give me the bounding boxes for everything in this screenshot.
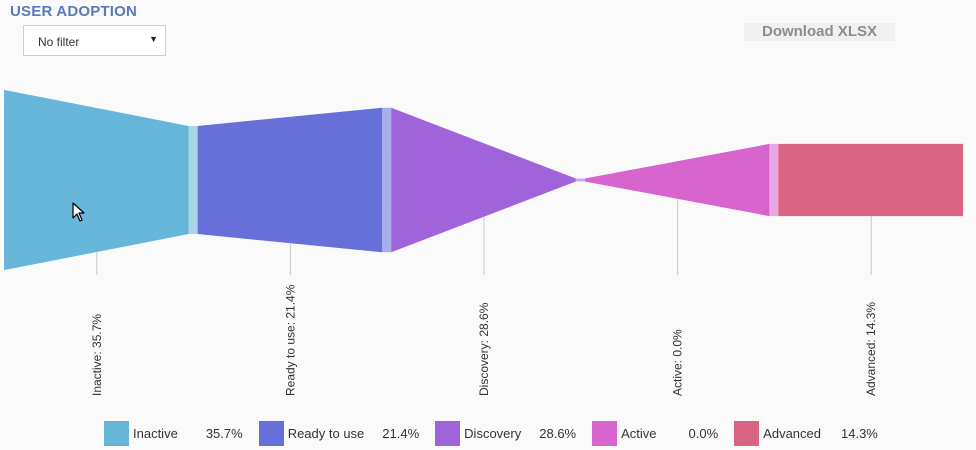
funnel-segment-discovery[interactable] bbox=[391, 107, 576, 253]
filter-select[interactable]: No filter ▼ bbox=[23, 25, 166, 56]
legend-item[interactable]: Active 0.0% bbox=[592, 421, 734, 446]
funnel-segment-inactive[interactable] bbox=[4, 89, 189, 271]
legend-swatch bbox=[104, 421, 129, 446]
legend-label: Active bbox=[621, 426, 657, 441]
stage-label: Discovery: 28.6% bbox=[477, 302, 491, 396]
chart-legend: Inactive 35.7% Ready to use 21.4% Discovery 2… bbox=[104, 421, 894, 446]
legend-swatch bbox=[592, 421, 618, 446]
legend-value: 28.6% bbox=[539, 426, 577, 441]
funnel-segment-active[interactable] bbox=[584, 143, 770, 217]
legend-item[interactable]: Ready to use 21.4% bbox=[258, 421, 435, 446]
legend-label: Ready to use bbox=[287, 426, 365, 441]
stage-label: Inactive: 35.7% bbox=[90, 314, 104, 396]
download-xlsx-button[interactable]: Download XLSX bbox=[744, 23, 895, 41]
legend-swatch bbox=[734, 421, 760, 446]
legend-swatch bbox=[258, 421, 284, 446]
legend-item[interactable]: Inactive 35.7% bbox=[104, 421, 259, 446]
funnel-segment-advanced[interactable] bbox=[778, 143, 963, 217]
legend-item[interactable]: Advanced 14.3% bbox=[734, 421, 894, 446]
legend-label: Inactive bbox=[133, 426, 178, 441]
funnel-segment-ready-to-use[interactable] bbox=[197, 107, 383, 253]
legend-swatch bbox=[435, 421, 461, 446]
funnel-connector bbox=[769, 143, 779, 217]
stage-label: Active: 0.0% bbox=[671, 329, 685, 396]
funnel-chart: Inactive: 35.7% Ready to use: 21.4% Discov… bbox=[4, 89, 963, 396]
chevron-down-icon: ▼ bbox=[149, 34, 158, 44]
stage-label: Ready to use: 21.4% bbox=[283, 284, 297, 396]
filter-selected-value: No filter bbox=[38, 35, 80, 49]
funnel-connector bbox=[575, 178, 585, 182]
legend-item[interactable]: Discovery 28.6% bbox=[435, 421, 592, 446]
legend-value: 35.7% bbox=[205, 426, 243, 441]
mouse-cursor-icon bbox=[72, 202, 85, 222]
legend-value: 14.3% bbox=[841, 426, 878, 441]
funnel-connector bbox=[382, 107, 392, 253]
legend-value: 21.4% bbox=[382, 426, 420, 441]
funnel-connector bbox=[188, 125, 198, 235]
page-title: USER ADOPTION bbox=[10, 3, 138, 20]
stage-label: Advanced: 14.3% bbox=[864, 302, 878, 396]
legend-label: Advanced bbox=[763, 426, 821, 441]
legend-value: 0.0% bbox=[688, 426, 719, 441]
legend-label: Discovery bbox=[464, 426, 522, 441]
